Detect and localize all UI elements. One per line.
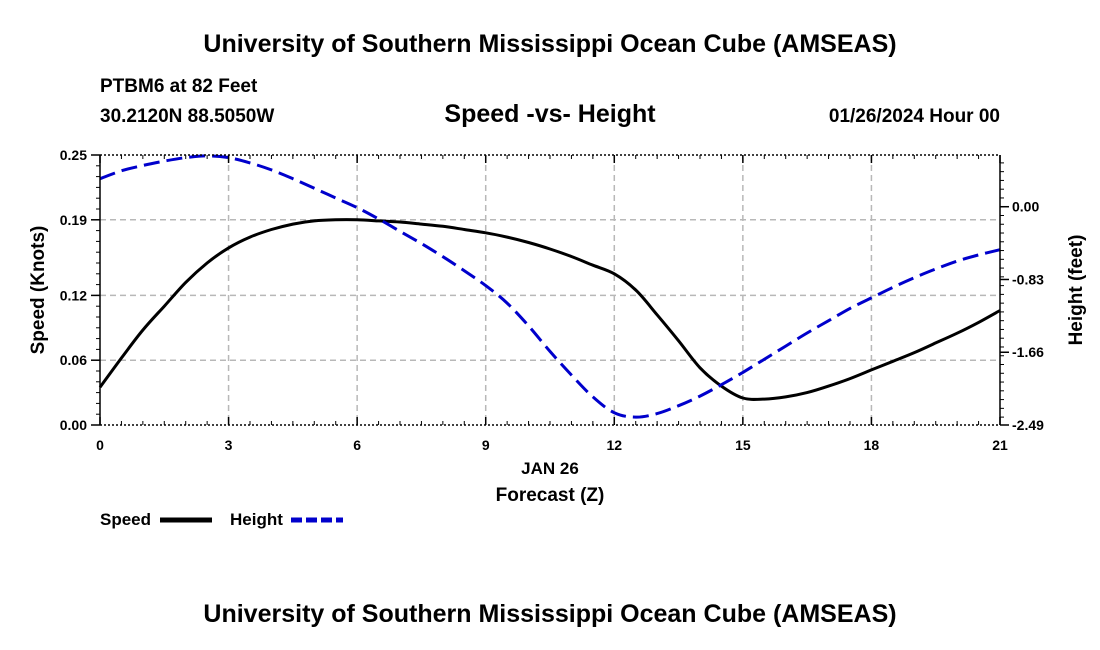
- footer-title: University of Southern Mississippi Ocean…: [0, 600, 1100, 629]
- x-tick-label: 3: [225, 437, 233, 453]
- y2-axis-label: Height (feet): [1066, 235, 1087, 346]
- grid-layer: [100, 155, 1000, 425]
- y2-tick-label: -2.49: [1012, 417, 1044, 433]
- legend: Speed Height: [100, 510, 343, 529]
- series-line-speed: [100, 220, 1000, 400]
- x-tick-label: 0: [96, 437, 104, 453]
- x-tick-label: 12: [606, 437, 622, 453]
- x-axis-label: Forecast (Z): [496, 485, 605, 506]
- x-tick-label: 6: [353, 437, 361, 453]
- legend-speed-label: Speed: [100, 510, 151, 529]
- y-tick-label: 0.19: [60, 212, 87, 228]
- series-line-height: [100, 156, 1000, 417]
- x-tick-label: 21: [992, 437, 1008, 453]
- x-tick-label: 15: [735, 437, 751, 453]
- y-tick-label: 0.25: [60, 147, 87, 163]
- y-tick-label: 0.06: [60, 352, 87, 368]
- y-tick-label: 0.12: [60, 287, 87, 303]
- label-layer: JAN 26 Forecast (Z) Speed (Knots) Height…: [28, 226, 1087, 506]
- y2-tick-label: 0.00: [1012, 199, 1039, 215]
- x-tick-label: 9: [482, 437, 490, 453]
- legend-height-label: Height: [230, 510, 283, 529]
- speed-height-chart: 0 3 6 9 12 15 18 21 0.00 0.06 0.12 0.19 0.25 -2.49 -1.…: [0, 0, 1100, 560]
- axis-layer: 0 3 6 9 12 15 18 21 0.00 0.06 0.12 0.19 0.25 -2.49 -1.…: [60, 147, 1044, 453]
- y-tick-label: 0.00: [60, 417, 87, 433]
- y-axis-label: Speed (Knots): [28, 226, 49, 355]
- x-tick-label: 18: [864, 437, 880, 453]
- x-date-label: JAN 26: [521, 459, 579, 478]
- series-layer: [100, 156, 1000, 417]
- y2-tick-label: -0.83: [1012, 271, 1044, 287]
- y2-tick-label: -1.66: [1012, 344, 1044, 360]
